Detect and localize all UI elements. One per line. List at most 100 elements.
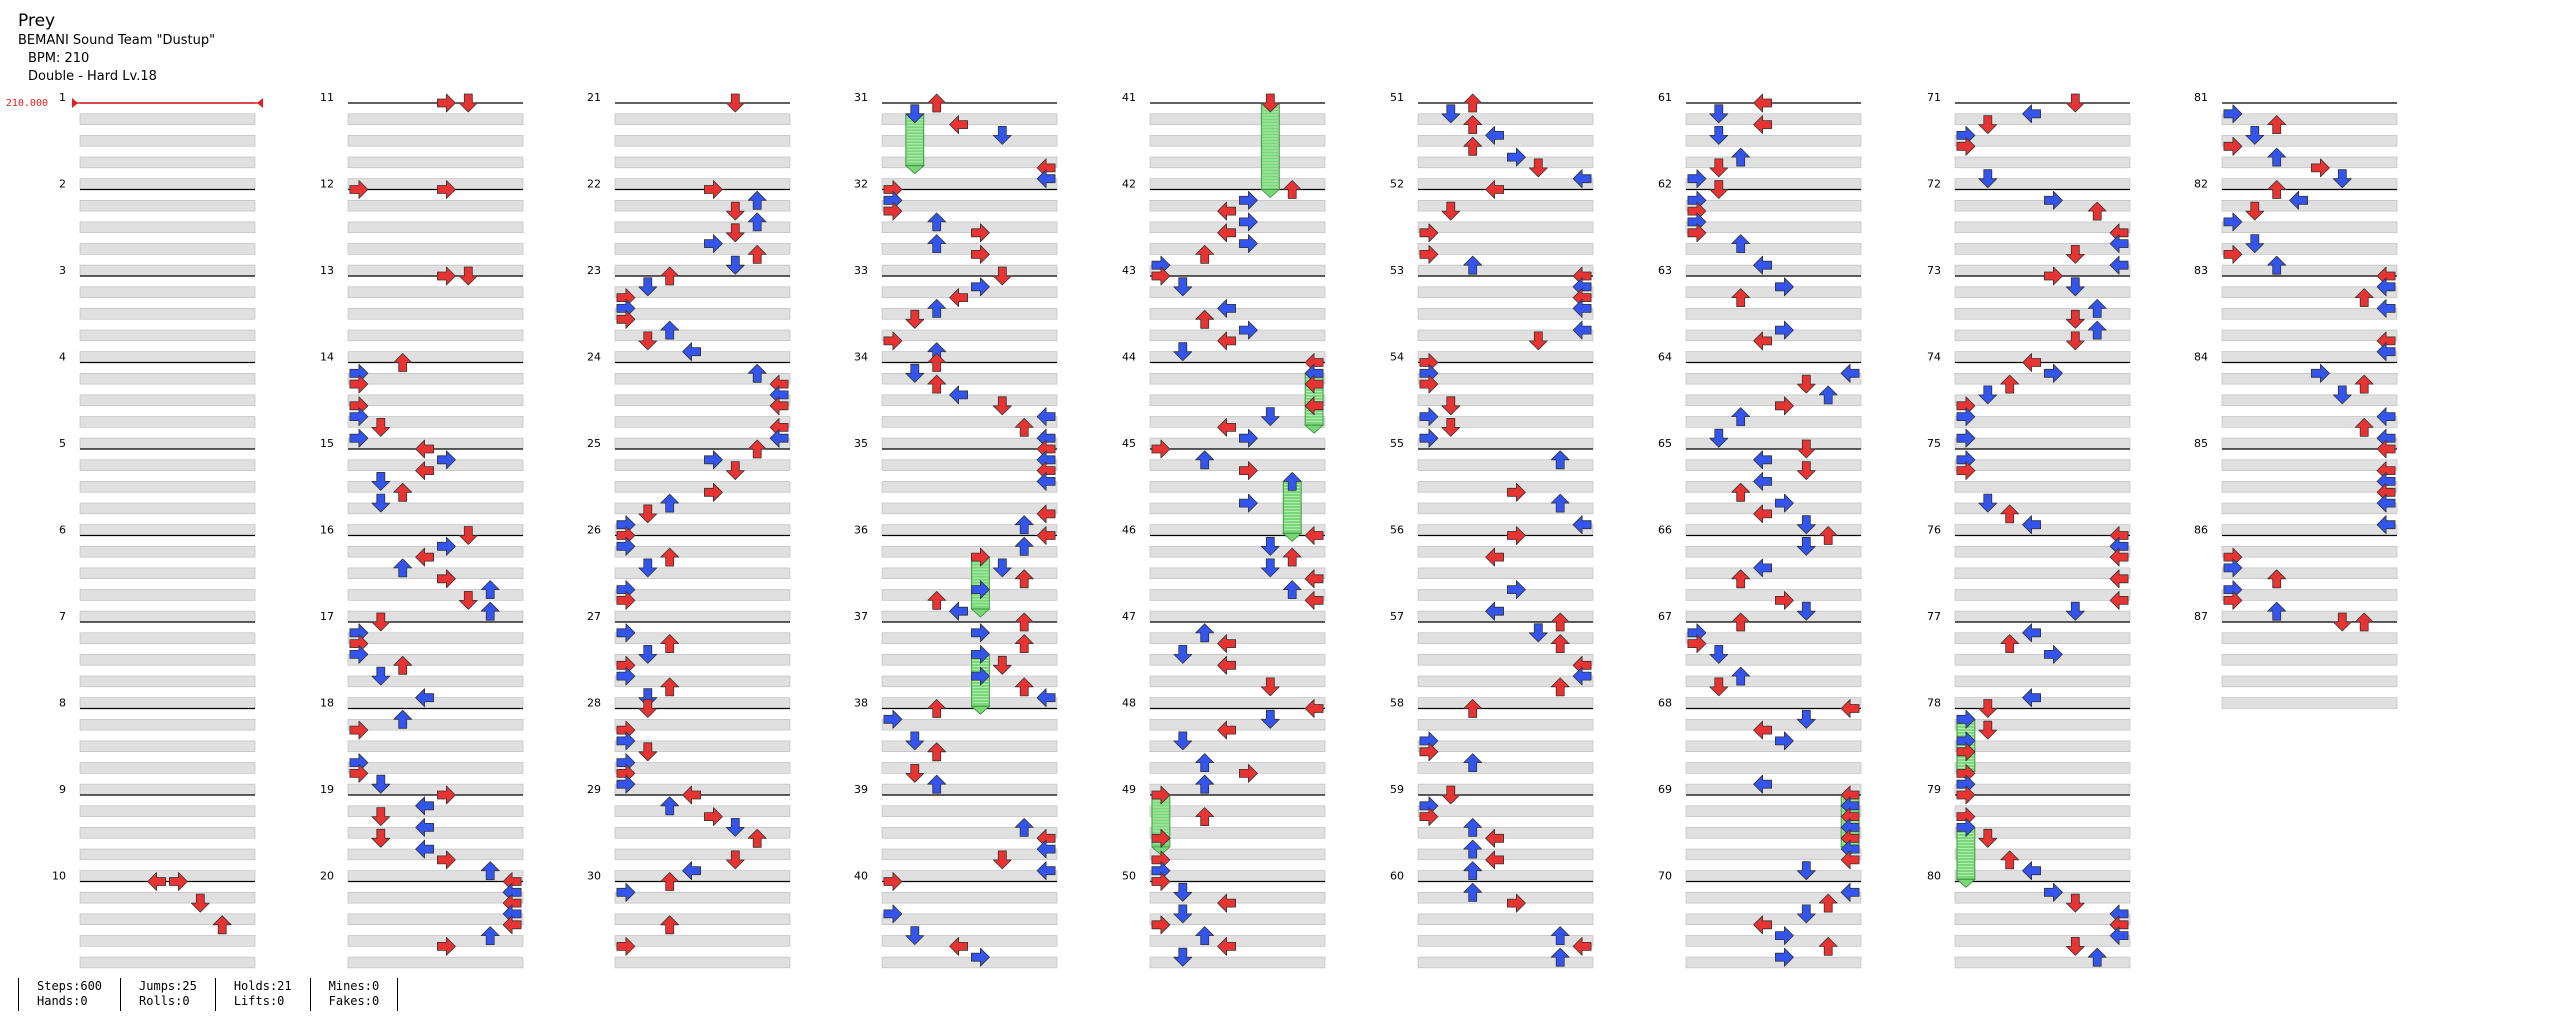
measure-5: 5: [59, 437, 256, 536]
note-arrow: [616, 309, 636, 329]
note-arrow: [638, 558, 658, 578]
note-arrow: [905, 764, 925, 783]
note-arrow: [2310, 158, 2330, 178]
note-arrow: [2087, 298, 2107, 318]
measure-number: 40: [854, 870, 868, 883]
measure-number: 27: [587, 610, 601, 623]
measure-85: 85: [2194, 437, 2398, 536]
measure-74: 74: [1927, 351, 2131, 450]
song-artist: BEMANI Sound Team "Dustup": [18, 33, 216, 48]
measure-number: 4: [59, 351, 66, 364]
measure-number: 30: [587, 870, 601, 883]
note-arrow: [1485, 125, 1504, 145]
measure-34: 34: [854, 351, 1058, 450]
note-arrow: [660, 320, 680, 340]
measure-73: 73: [1927, 264, 2131, 363]
measure-number: 73: [1927, 264, 1941, 277]
measure-number: 21: [587, 91, 601, 104]
note-arrow: [2267, 255, 2287, 275]
note-arrow: [1840, 699, 1860, 718]
note-arrow: [1709, 180, 1729, 199]
note-arrow: [1195, 244, 1215, 264]
note-arrow: [2223, 558, 2243, 578]
note-arrow: [349, 374, 369, 394]
note-arrow: [1304, 569, 1324, 589]
note-arrow: [992, 396, 1012, 416]
note-arrow: [992, 850, 1012, 870]
note-arrow: [1775, 320, 1794, 340]
note-arrow: [2376, 298, 2396, 318]
note-arrow: [349, 764, 369, 783]
note-arrow: [725, 223, 745, 243]
note-arrow: [949, 385, 968, 405]
measure-number: 52: [1390, 178, 1404, 191]
measure-number: 87: [2194, 610, 2208, 623]
measure-24: 24: [587, 351, 791, 450]
note-arrow: [1260, 677, 1280, 697]
note-arrow: [502, 915, 522, 935]
note-arrow: [349, 720, 369, 740]
note-arrow: [1217, 937, 1236, 956]
note-arrow: [1840, 363, 1860, 383]
note-arrow: [1775, 591, 1794, 610]
note-arrow: [1239, 212, 1258, 232]
note-arrow: [2065, 601, 2085, 621]
measure-86: 86: [2194, 524, 2398, 623]
measure-63: 63: [1658, 264, 1862, 363]
measure-number: 1: [59, 91, 66, 104]
note-arrow: [2354, 417, 2374, 437]
note-arrow: [1485, 850, 1504, 870]
measure-number: 12: [320, 178, 334, 191]
measure-number: 51: [1390, 91, 1404, 104]
measure-number: 44: [1122, 351, 1136, 364]
note-arrow: [2022, 104, 2041, 124]
measure-20: 20: [320, 870, 524, 969]
note-arrow: [1304, 526, 1324, 545]
measure-65: 65: [1658, 437, 1862, 536]
note-arrow: [1731, 407, 1751, 427]
note-arrow: [1304, 374, 1324, 394]
note-arrow: [1818, 893, 1838, 913]
measure-77: 77: [1927, 610, 2131, 709]
note-arrow: [1709, 158, 1729, 178]
note-arrow: [415, 547, 435, 567]
note-arrow: [1572, 937, 1592, 956]
note-arrow: [371, 417, 391, 437]
note-arrow: [927, 353, 947, 372]
note-arrow: [927, 374, 947, 394]
measure-72: 72: [1927, 178, 2131, 277]
note-arrow: [2354, 374, 2374, 394]
note-arrow: [1014, 417, 1034, 437]
measure-number: 54: [1390, 351, 1404, 364]
note-arrow: [436, 785, 456, 805]
note-arrow: [1036, 407, 1056, 427]
note-arrow: [616, 623, 636, 643]
note-arrow: [1239, 234, 1258, 254]
note-arrow: [393, 655, 413, 675]
note-arrow: [905, 363, 925, 383]
note-arrow: [2109, 569, 2129, 589]
note-arrow: [1014, 569, 1034, 589]
note-arrow: [393, 709, 413, 729]
measure-55: 55: [1390, 437, 1594, 536]
note-arrow: [2332, 612, 2352, 632]
note-arrow: [2289, 190, 2309, 210]
note-arrow: [2267, 180, 2287, 199]
measure-number: 47: [1122, 610, 1136, 623]
measure-14: 14: [320, 351, 524, 450]
note-arrow: [1463, 818, 1483, 837]
measure-16: 16: [320, 524, 524, 623]
note-arrow: [1419, 223, 1439, 243]
note-arrow: [1956, 136, 1976, 156]
note-arrow: [436, 850, 456, 870]
measure-number: 32: [854, 178, 868, 191]
measure-70: 70: [1658, 870, 1862, 969]
note-arrow: [371, 471, 391, 491]
note-arrow: [1239, 190, 1258, 210]
note-arrow: [1441, 201, 1461, 221]
note-arrow: [458, 591, 478, 610]
note-arrow: [2376, 493, 2396, 513]
note-arrow: [1775, 396, 1794, 416]
note-arrow: [1239, 764, 1258, 783]
note-arrow: [1978, 169, 1998, 189]
